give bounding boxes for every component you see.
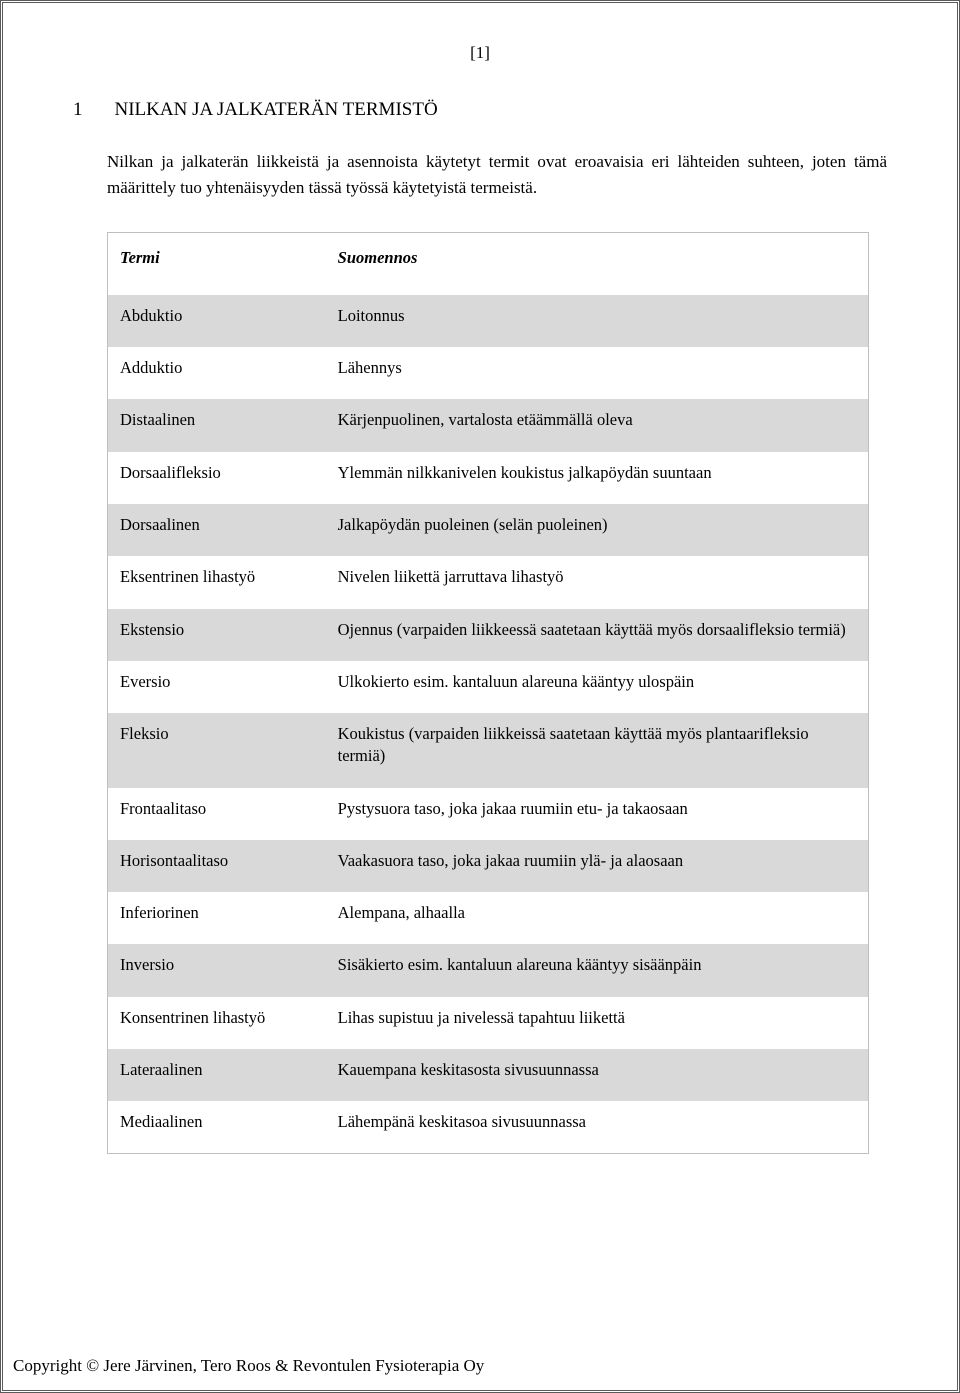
definition-cell: Loitonnus xyxy=(326,295,868,347)
term-cell: Horisontaalitaso xyxy=(108,840,326,892)
definition-cell: Jalkapöydän puoleinen (selän puoleinen) xyxy=(326,504,868,556)
table-row: Konsentrinen lihastyöLihas supistuu ja n… xyxy=(108,997,868,1049)
section-heading: 1 NILKAN JA JALKATERÄN TERMISTÖ xyxy=(73,99,887,121)
table-row: MediaalinenLähempänä keskitasoa sivusuun… xyxy=(108,1101,868,1153)
definition-cell: Sisäkierto esim. kantaluun alareuna kään… xyxy=(326,944,868,996)
table-row: DistaalinenKärjenpuolinen, vartalosta et… xyxy=(108,399,868,451)
definition-cell: Lähempänä keskitasoa sivusuunnassa xyxy=(326,1101,868,1153)
table-row: DorsaalinenJalkapöydän puoleinen (selän … xyxy=(108,504,868,556)
term-cell: Ekstensio xyxy=(108,609,326,661)
table-row: EversioUlkokierto esim. kantaluun alareu… xyxy=(108,661,868,713)
table-row: HorisontaalitasoVaakasuora taso, joka ja… xyxy=(108,840,868,892)
table-row: FrontaalitasoPystysuora taso, joka jakaa… xyxy=(108,788,868,840)
term-cell: Inferiorinen xyxy=(108,892,326,944)
definition-cell: Koukistus (varpaiden liikkeissä saatetaa… xyxy=(326,713,868,788)
page-number: [1] xyxy=(73,43,887,63)
term-cell: Konsentrinen lihastyö xyxy=(108,997,326,1049)
term-cell: Mediaalinen xyxy=(108,1101,326,1153)
definition-cell: Ojennus (varpaiden liikkeessä saatetaan … xyxy=(326,609,868,661)
table-row: FleksioKoukistus (varpaiden liikkeissä s… xyxy=(108,713,868,788)
table-row: InversioSisäkierto esim. kantaluun alare… xyxy=(108,944,868,996)
table-header-row: Termi Suomennos xyxy=(108,233,868,295)
table-row: EkstensioOjennus (varpaiden liikkeessä s… xyxy=(108,609,868,661)
definition-cell: Nivelen liikettä jarruttava lihastyö xyxy=(326,556,868,608)
heading-number: 1 xyxy=(73,99,83,121)
term-cell: Eversio xyxy=(108,661,326,713)
terminology-table: Termi Suomennos AbduktioLoitonnusAddukti… xyxy=(107,232,869,1155)
table-row: AdduktioLähennys xyxy=(108,347,868,399)
table-header-term: Termi xyxy=(108,233,326,295)
intro-paragraph: Nilkan ja jalkaterän liikkeistä ja asenn… xyxy=(107,149,887,202)
term-cell: Frontaalitaso xyxy=(108,788,326,840)
table-row: AbduktioLoitonnus xyxy=(108,295,868,347)
heading-title: NILKAN JA JALKATERÄN TERMISTÖ xyxy=(115,99,438,121)
term-cell: Fleksio xyxy=(108,713,326,788)
table-row: InferiorinenAlempana, alhaalla xyxy=(108,892,868,944)
term-cell: Dorsaalifleksio xyxy=(108,452,326,504)
definition-cell: Alempana, alhaalla xyxy=(326,892,868,944)
term-cell: Abduktio xyxy=(108,295,326,347)
definition-cell: Vaakasuora taso, joka jakaa ruumiin ylä-… xyxy=(326,840,868,892)
table-row: LateraalinenKauempana keskitasosta sivus… xyxy=(108,1049,868,1101)
copyright-footer: Copyright © Jere Järvinen, Tero Roos & R… xyxy=(13,1356,484,1376)
table-body: AbduktioLoitonnusAdduktioLähennysDistaal… xyxy=(108,295,868,1154)
term-cell: Lateraalinen xyxy=(108,1049,326,1101)
definition-cell: Lihas supistuu ja nivelessä tapahtuu lii… xyxy=(326,997,868,1049)
term-cell: Adduktio xyxy=(108,347,326,399)
term-cell: Inversio xyxy=(108,944,326,996)
term-cell: Distaalinen xyxy=(108,399,326,451)
definition-cell: Kauempana keskitasosta sivusuunnassa xyxy=(326,1049,868,1101)
definition-cell: Kärjenpuolinen, vartalosta etäämmällä ol… xyxy=(326,399,868,451)
term-cell: Eksentrinen lihastyö xyxy=(108,556,326,608)
page: [1] 1 NILKAN JA JALKATERÄN TERMISTÖ Nilk… xyxy=(0,0,960,1393)
definition-cell: Ulkokierto esim. kantaluun alareuna kään… xyxy=(326,661,868,713)
definition-cell: Lähennys xyxy=(326,347,868,399)
table-row: Eksentrinen lihastyöNivelen liikettä jar… xyxy=(108,556,868,608)
definition-cell: Pystysuora taso, joka jakaa ruumiin etu-… xyxy=(326,788,868,840)
table-row: DorsaalifleksioYlemmän nilkkanivelen kou… xyxy=(108,452,868,504)
term-cell: Dorsaalinen xyxy=(108,504,326,556)
table-header-definition: Suomennos xyxy=(326,233,868,295)
definition-cell: Ylemmän nilkkanivelen koukistus jalkapöy… xyxy=(326,452,868,504)
